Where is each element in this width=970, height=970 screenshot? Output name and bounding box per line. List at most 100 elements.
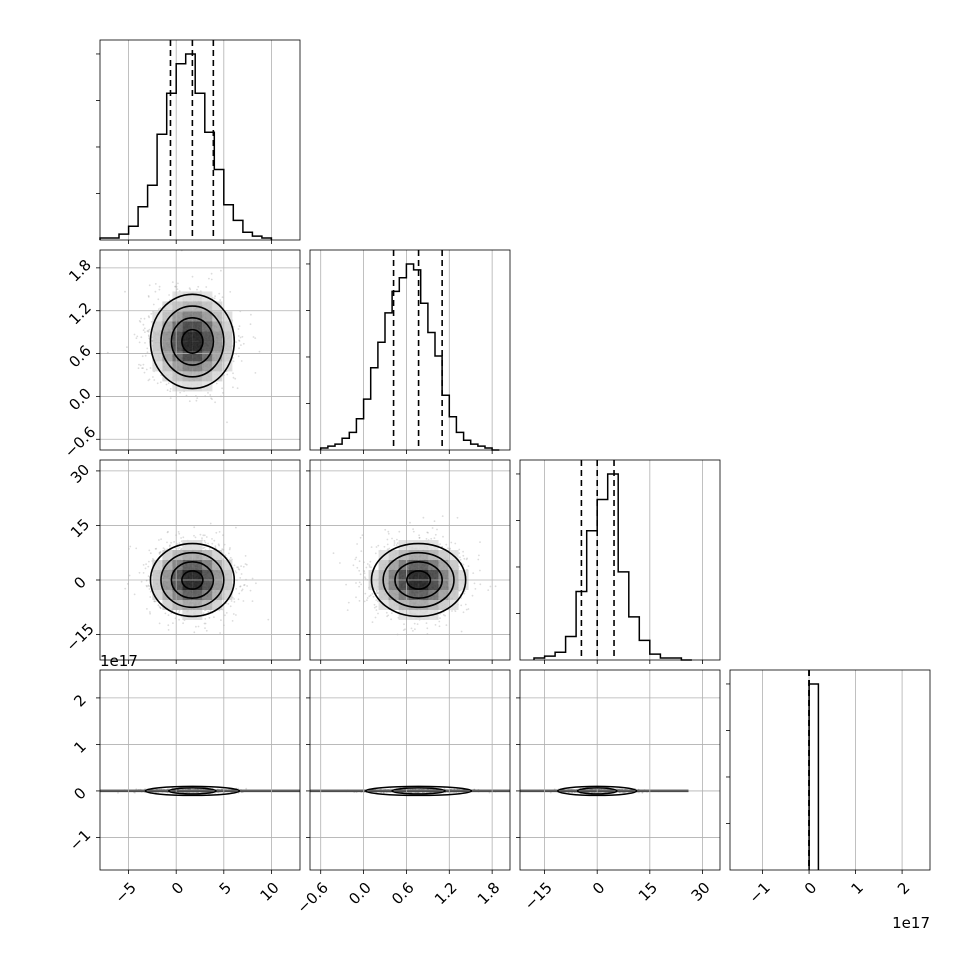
sample-point <box>158 288 161 291</box>
sample-point <box>230 600 233 602</box>
sample-point <box>133 593 136 596</box>
sample-point <box>477 558 480 561</box>
sample-point <box>106 351 109 354</box>
sample-point <box>177 282 179 285</box>
sample-point <box>139 321 142 323</box>
sample-point <box>158 622 161 625</box>
sample-point <box>140 336 143 339</box>
sample-point <box>385 611 388 614</box>
sample-point <box>232 360 235 363</box>
sample-point <box>218 544 221 547</box>
sample-point <box>377 612 379 615</box>
sample-point <box>209 522 212 525</box>
sample-point <box>203 622 206 625</box>
sample-point <box>150 313 153 315</box>
sample-point <box>458 589 461 592</box>
sample-point <box>241 335 244 338</box>
sample-point <box>188 400 191 403</box>
sample-point <box>229 291 232 293</box>
sample-point <box>179 391 182 394</box>
sample-point <box>134 791 136 794</box>
sample-point <box>159 242 161 244</box>
sample-point <box>254 337 257 339</box>
sample-point <box>226 421 228 424</box>
sample-point <box>152 303 155 306</box>
sample-point <box>143 371 146 374</box>
sample-point <box>176 288 179 291</box>
sample-point <box>365 566 368 569</box>
sample-point <box>221 387 224 390</box>
sample-point <box>238 325 241 328</box>
sample-point <box>234 570 237 572</box>
sample-point <box>166 791 169 794</box>
sample-point <box>210 272 213 275</box>
sample-point <box>169 390 172 393</box>
sample-point <box>138 571 141 574</box>
sample-point <box>210 397 213 400</box>
sample-point <box>218 531 221 533</box>
sample-point <box>390 612 393 614</box>
sample-point <box>144 342 146 344</box>
sample-point <box>197 625 200 628</box>
sample-point <box>163 548 166 551</box>
sample-point <box>366 599 368 602</box>
sample-point <box>137 367 140 370</box>
sample-point <box>369 594 372 597</box>
sample-point <box>232 376 235 379</box>
sample-point <box>412 528 414 530</box>
sample-point <box>388 547 391 550</box>
sample-point <box>479 541 481 543</box>
sample-point <box>158 605 161 608</box>
sample-point <box>422 516 425 519</box>
sample-point <box>459 556 461 559</box>
sample-point <box>404 628 406 631</box>
sample-point <box>148 378 151 381</box>
sample-point <box>373 606 376 609</box>
sample-point <box>403 623 405 626</box>
sample-point <box>147 296 150 298</box>
sample-point <box>347 601 350 604</box>
sample-point <box>153 379 156 381</box>
sample-point <box>244 555 247 557</box>
sample-point <box>158 539 160 541</box>
sample-point <box>150 321 153 323</box>
sample-point <box>375 590 378 592</box>
sample-point <box>159 551 162 553</box>
sample-point <box>169 544 171 547</box>
sample-point <box>447 547 449 550</box>
sample-point <box>167 530 169 533</box>
sample-point <box>242 342 245 345</box>
sample-point <box>157 604 160 607</box>
sample-point <box>402 629 405 631</box>
sample-point <box>145 584 148 587</box>
sample-point <box>439 617 441 619</box>
sample-point <box>416 623 419 625</box>
sample-point <box>371 592 374 595</box>
sample-point <box>152 376 154 378</box>
sample-point <box>479 583 482 586</box>
sample-point <box>218 292 221 295</box>
sample-point <box>148 284 151 287</box>
sample-point <box>126 346 128 348</box>
sample-point <box>149 612 152 615</box>
sample-point <box>146 347 149 350</box>
sample-point <box>375 546 378 548</box>
sample-point <box>462 550 464 553</box>
sample-point <box>229 605 232 608</box>
sample-point <box>191 275 194 278</box>
sample-point <box>393 542 396 544</box>
sample-point <box>238 340 241 342</box>
sample-point <box>459 558 462 561</box>
sample-point <box>359 573 362 576</box>
sample-point <box>245 787 248 790</box>
sample-point <box>377 592 379 594</box>
sample-point <box>147 575 150 577</box>
sample-point <box>355 596 357 599</box>
sample-point <box>465 558 468 561</box>
sample-point <box>179 548 182 551</box>
sample-point <box>366 597 369 599</box>
sample-point <box>471 594 474 597</box>
sample-point <box>151 558 154 560</box>
sample-point <box>199 533 202 536</box>
